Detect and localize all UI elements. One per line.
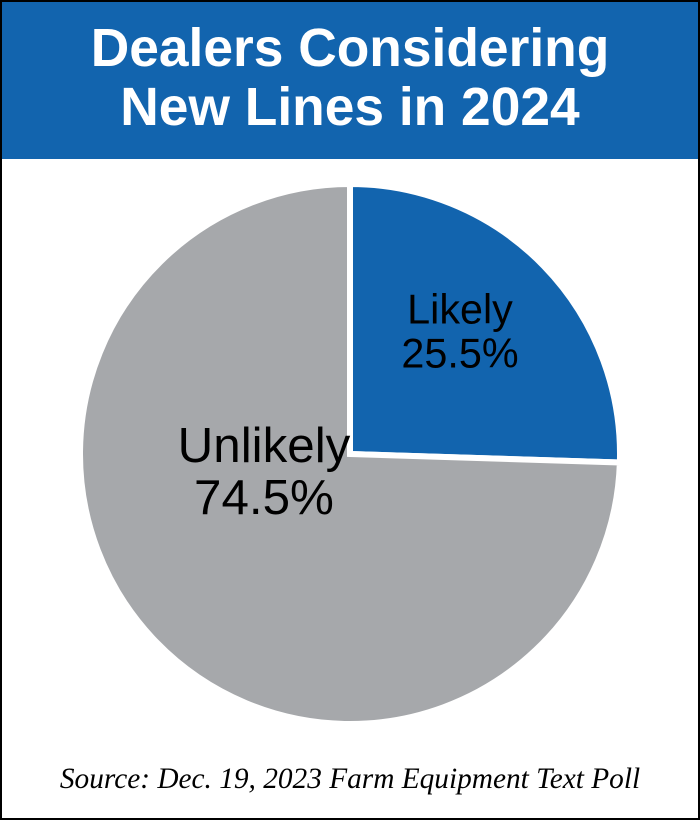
title-line-2: New Lines in 2024 xyxy=(120,78,579,137)
title-banner: Dealers Considering New Lines in 2024 xyxy=(2,2,698,159)
title-line-1: Dealers Considering xyxy=(91,19,610,78)
slice-name-unlikely: Unlikely xyxy=(178,420,351,472)
pie-chart: Likely25.5% Unlikely74.5% xyxy=(80,184,620,724)
slice-name-likely: Likely xyxy=(401,289,518,332)
source-line: Source: Dec. 19, 2023 Farm Equipment Tex… xyxy=(2,749,698,818)
slice-label-likely: Likely25.5% xyxy=(401,289,518,376)
chart-body: Likely25.5% Unlikely74.5% xyxy=(2,159,698,749)
slice-pct-unlikely: 74.5% xyxy=(178,472,351,524)
chart-container: Dealers Considering New Lines in 2024 Li… xyxy=(0,0,700,820)
slice-label-unlikely: Unlikely74.5% xyxy=(178,420,351,524)
slice-pct-likely: 25.5% xyxy=(401,332,518,375)
